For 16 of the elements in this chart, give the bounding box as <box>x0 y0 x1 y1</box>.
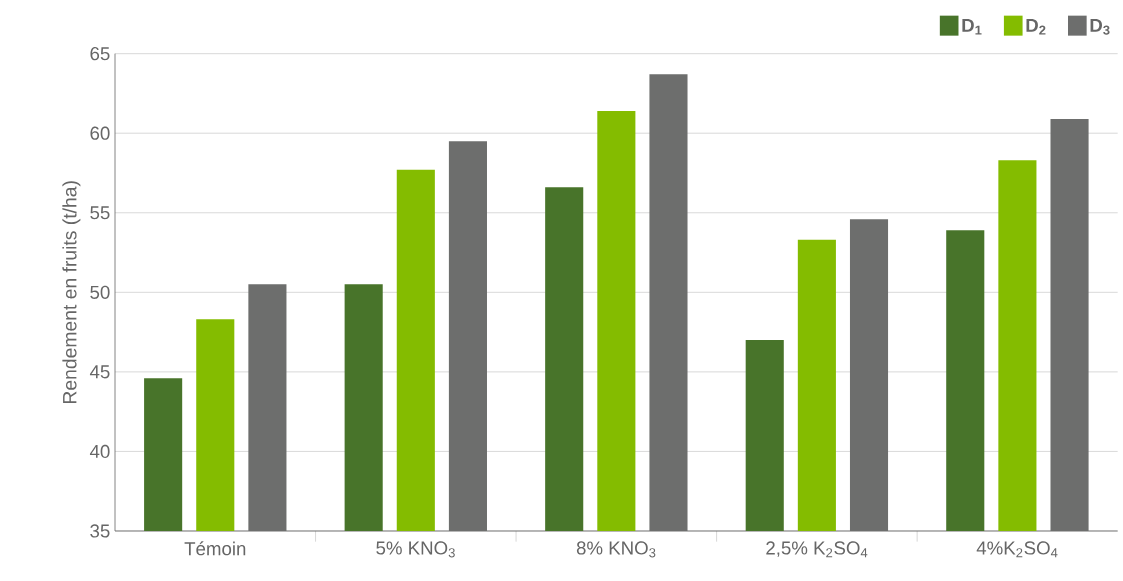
y-tick-label: 50 <box>90 285 110 299</box>
x-tick-label: 8% KNO$_{3}$ <box>576 541 656 558</box>
y-tick-label: 55 <box>90 206 110 220</box>
y-tick-label: 40 <box>89 444 110 459</box>
y-tick-label: 35 <box>90 524 110 538</box>
x-tick-label: 2,5% K$_{2}$SO$_{4}$ <box>766 541 868 558</box>
x-tick-label: 5% KNO$_{3}$ <box>376 541 455 558</box>
y-tick-label: 65 <box>90 47 110 61</box>
legend-label: D$_{3}$ <box>1090 18 1110 35</box>
x-tick-label: Témoin <box>184 541 246 556</box>
y-tick-label: 60 <box>90 126 110 140</box>
legend-label: D$_{1}$ <box>962 18 982 35</box>
legend-label: D$_{2}$ <box>1026 18 1046 35</box>
x-tick-label: 4%K$_{2}$SO$_{4}$ <box>976 541 1058 558</box>
y-tick-label: 45 <box>89 365 110 379</box>
y-axis-title: Rendement en fruits (t/ha) <box>62 181 81 404</box>
